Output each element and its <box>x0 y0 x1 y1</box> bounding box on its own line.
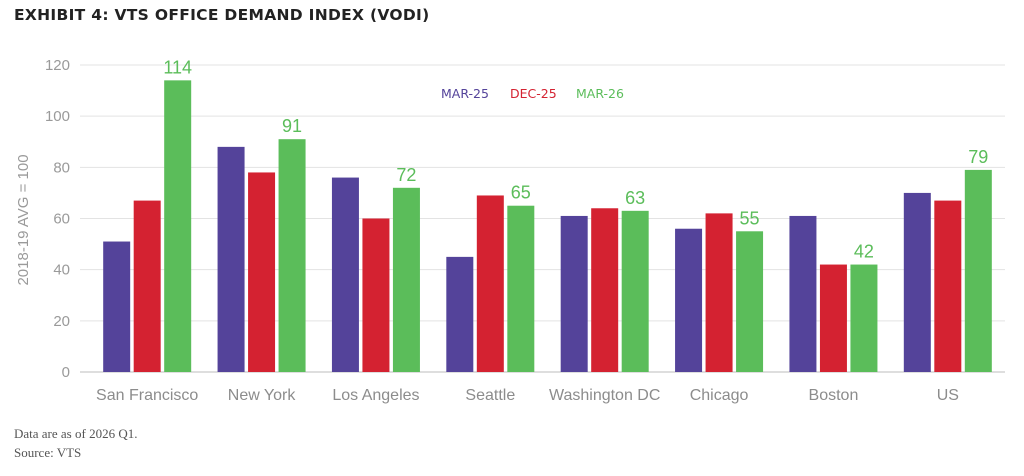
bar-dec-25 <box>133 200 161 372</box>
bar-mar-26 <box>164 80 192 372</box>
legend-item-dec-25: DEC-25 <box>510 86 557 101</box>
data-note: Data are as of 2026 Q1. <box>14 426 138 441</box>
bar-dec-25 <box>819 264 847 372</box>
bar-dec-25 <box>362 218 390 372</box>
legend-item-mar-26: MAR-26 <box>576 86 624 101</box>
bar-dec-25 <box>248 172 276 372</box>
bar-dec-25 <box>591 208 619 372</box>
bar-mar-26 <box>507 205 535 372</box>
x-tick-label: US <box>937 387 959 404</box>
chart-title: EXHIBIT 4: VTS OFFICE DEMAND INDEX (VODI… <box>14 6 430 24</box>
source-note: Source: VTS <box>14 445 82 460</box>
data-label: 63 <box>625 188 645 208</box>
bar-mar-26 <box>736 231 764 372</box>
y-tick-label: 0 <box>62 364 70 381</box>
bar-mar-26 <box>392 187 420 372</box>
bar-mar-25 <box>331 177 359 372</box>
data-label: 91 <box>282 116 302 136</box>
x-tick-label: New York <box>228 387 297 404</box>
bar-mar-26 <box>964 169 992 372</box>
x-tick-label: San Francisco <box>96 387 198 404</box>
bars <box>103 80 992 372</box>
bar-dec-25 <box>934 200 962 372</box>
bar-chart: 0 20 40 60 80 100 120 2018-19 AVG = 100 114 91 7… <box>15 57 1005 404</box>
bar-mar-25 <box>789 215 817 372</box>
data-label: 42 <box>854 242 874 262</box>
x-tick-label: Chicago <box>690 387 749 404</box>
data-label: 65 <box>511 183 531 203</box>
y-axis: 0 20 40 60 80 100 120 <box>45 57 70 381</box>
bar-mar-25 <box>560 215 588 372</box>
legend: MAR-25 DEC-25 MAR-26 <box>441 86 624 101</box>
y-tick-label: 60 <box>53 211 70 228</box>
x-axis: San Francisco New York Los Angeles Seattle W… <box>96 387 959 404</box>
x-tick-label: Seattle <box>465 387 515 404</box>
bar-mar-25 <box>103 241 131 372</box>
x-tick-label: Washington DC <box>549 387 660 404</box>
bar-mar-26 <box>621 210 649 372</box>
bar-mar-25 <box>675 228 703 372</box>
data-labels: 114 91 72 65 63 55 42 79 <box>163 57 988 261</box>
bar-mar-25 <box>903 192 931 372</box>
y-axis-label: 2018-19 AVG = 100 <box>15 154 32 285</box>
legend-item-mar-25: MAR-25 <box>441 86 489 101</box>
data-label: 55 <box>740 208 760 228</box>
bar-mar-25 <box>446 256 474 372</box>
data-label: 72 <box>396 165 416 185</box>
bar-mar-26 <box>278 139 306 372</box>
y-tick-label: 120 <box>45 57 70 74</box>
bar-dec-25 <box>705 213 733 372</box>
y-tick-label: 100 <box>45 108 70 125</box>
bar-mar-25 <box>217 146 245 372</box>
bar-dec-25 <box>476 195 504 372</box>
bar-mar-26 <box>850 264 878 372</box>
y-tick-label: 40 <box>53 262 70 279</box>
x-tick-label: Los Angeles <box>332 387 419 404</box>
y-tick-label: 20 <box>53 313 70 330</box>
y-tick-label: 80 <box>53 159 70 176</box>
data-label: 114 <box>163 57 192 77</box>
x-tick-label: Boston <box>809 387 859 404</box>
data-label: 79 <box>968 147 988 167</box>
